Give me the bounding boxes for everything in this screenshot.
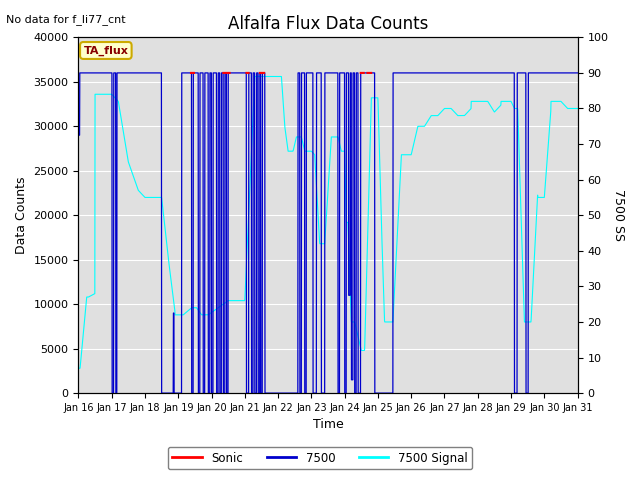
Legend: Sonic, 7500, 7500 Signal: Sonic, 7500, 7500 Signal [168,447,472,469]
Text: No data for f_li77_cnt: No data for f_li77_cnt [6,14,126,25]
X-axis label: Time: Time [312,419,344,432]
Text: TA_flux: TA_flux [83,45,128,56]
Y-axis label: Data Counts: Data Counts [15,177,28,254]
Y-axis label: 7500 SS: 7500 SS [612,189,625,241]
Title: Alfalfa Flux Data Counts: Alfalfa Flux Data Counts [228,15,428,33]
